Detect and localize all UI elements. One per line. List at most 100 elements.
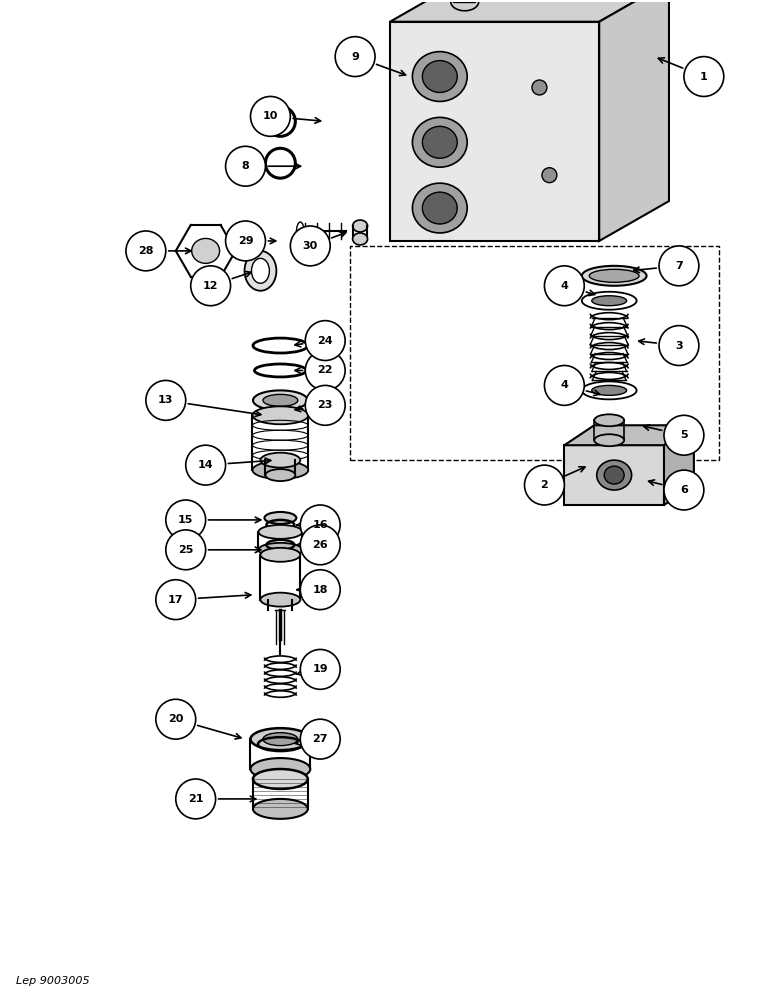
Ellipse shape: [604, 466, 624, 484]
Circle shape: [290, 226, 330, 266]
Circle shape: [176, 779, 215, 819]
Text: 29: 29: [238, 236, 253, 246]
Circle shape: [225, 146, 266, 186]
Ellipse shape: [250, 758, 310, 780]
Ellipse shape: [260, 593, 300, 607]
Text: 10: 10: [262, 111, 278, 121]
Text: 30: 30: [303, 241, 318, 251]
Circle shape: [191, 266, 231, 306]
Circle shape: [544, 266, 584, 306]
Text: 27: 27: [313, 734, 328, 744]
Text: 6: 6: [680, 485, 688, 495]
Ellipse shape: [253, 390, 308, 410]
Text: 4: 4: [560, 281, 568, 291]
Ellipse shape: [412, 183, 467, 233]
Ellipse shape: [582, 381, 637, 399]
Ellipse shape: [412, 52, 467, 101]
Ellipse shape: [245, 251, 276, 291]
Text: 14: 14: [198, 460, 214, 470]
Polygon shape: [564, 425, 694, 445]
Circle shape: [664, 470, 704, 510]
Text: 12: 12: [203, 281, 218, 291]
FancyBboxPatch shape: [452, 0, 475, 2]
Circle shape: [305, 351, 345, 390]
Text: 18: 18: [313, 585, 328, 595]
Circle shape: [126, 231, 166, 271]
Ellipse shape: [532, 80, 547, 95]
Circle shape: [186, 445, 225, 485]
Text: 8: 8: [242, 161, 249, 171]
Circle shape: [250, 96, 290, 136]
Ellipse shape: [594, 414, 624, 426]
Circle shape: [524, 465, 564, 505]
Circle shape: [166, 500, 205, 540]
Ellipse shape: [263, 733, 298, 746]
Text: 9: 9: [351, 52, 359, 62]
Polygon shape: [390, 22, 599, 241]
Circle shape: [166, 530, 205, 570]
Text: 3: 3: [676, 341, 682, 351]
Text: 13: 13: [158, 395, 174, 405]
Ellipse shape: [422, 126, 457, 158]
Text: 19: 19: [313, 664, 328, 674]
Circle shape: [664, 415, 704, 455]
Ellipse shape: [592, 296, 627, 306]
Ellipse shape: [412, 117, 467, 167]
Circle shape: [146, 380, 186, 420]
Circle shape: [300, 649, 340, 689]
Text: 5: 5: [680, 430, 688, 440]
Text: 20: 20: [168, 714, 184, 724]
Ellipse shape: [265, 512, 296, 524]
Circle shape: [659, 326, 699, 365]
Text: 28: 28: [138, 246, 154, 256]
Ellipse shape: [594, 434, 624, 446]
Circle shape: [300, 525, 340, 565]
Circle shape: [684, 57, 724, 96]
Text: 15: 15: [178, 515, 194, 525]
Circle shape: [659, 246, 699, 286]
Circle shape: [156, 699, 195, 739]
Text: 21: 21: [188, 794, 204, 804]
Ellipse shape: [353, 233, 367, 245]
Text: 23: 23: [317, 400, 333, 410]
Polygon shape: [564, 445, 664, 505]
Ellipse shape: [542, 168, 557, 183]
Text: 4: 4: [560, 380, 568, 390]
Text: 17: 17: [168, 595, 184, 605]
Polygon shape: [664, 425, 694, 505]
Polygon shape: [390, 0, 669, 22]
Ellipse shape: [259, 525, 303, 539]
Text: 7: 7: [675, 261, 682, 271]
Ellipse shape: [253, 769, 308, 789]
Text: 26: 26: [313, 540, 328, 550]
Ellipse shape: [250, 728, 310, 750]
Ellipse shape: [259, 543, 303, 557]
Ellipse shape: [422, 192, 457, 224]
Ellipse shape: [422, 61, 457, 92]
Circle shape: [300, 505, 340, 545]
Ellipse shape: [253, 799, 308, 819]
Ellipse shape: [266, 469, 296, 481]
Circle shape: [156, 580, 195, 620]
Text: 24: 24: [317, 336, 333, 346]
Ellipse shape: [252, 406, 308, 424]
Text: Lep 9003005: Lep 9003005: [16, 976, 90, 986]
Ellipse shape: [263, 394, 298, 406]
Circle shape: [305, 321, 345, 361]
Ellipse shape: [252, 461, 308, 479]
Ellipse shape: [589, 269, 639, 282]
Ellipse shape: [260, 548, 300, 562]
Text: 25: 25: [178, 545, 194, 555]
Text: 2: 2: [540, 480, 548, 490]
Ellipse shape: [582, 292, 637, 310]
Text: 16: 16: [313, 520, 328, 530]
Ellipse shape: [582, 266, 647, 286]
Ellipse shape: [592, 385, 627, 395]
Circle shape: [225, 221, 266, 261]
Text: 1: 1: [700, 72, 708, 82]
Circle shape: [300, 570, 340, 610]
Ellipse shape: [191, 238, 219, 263]
Circle shape: [305, 385, 345, 425]
Ellipse shape: [597, 460, 631, 490]
Text: 22: 22: [317, 365, 333, 375]
